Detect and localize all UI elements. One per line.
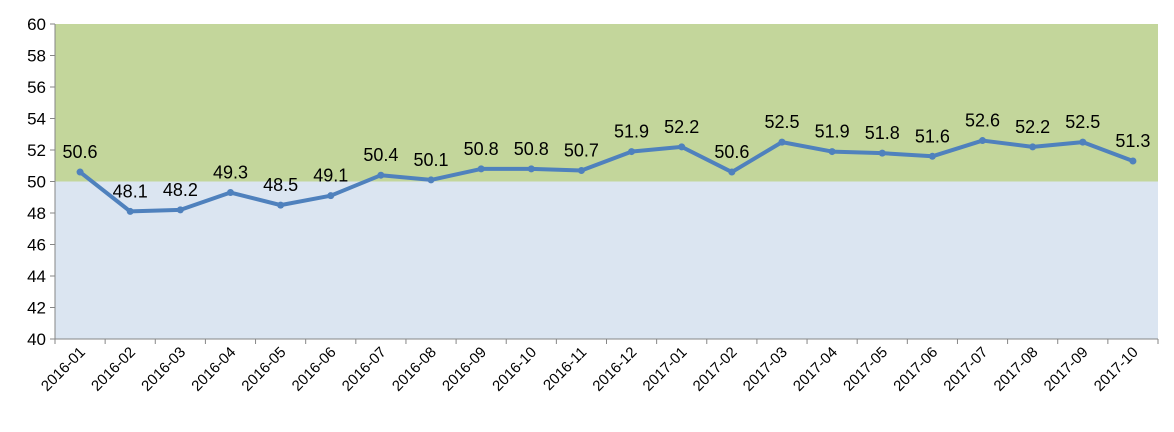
x-tick-label: 2017-01	[640, 344, 691, 395]
x-tick-label: 2016-07	[339, 344, 390, 395]
data-label: 48.5	[263, 175, 298, 195]
y-tick-label: 58	[27, 47, 46, 66]
data-point	[979, 137, 987, 145]
y-tick-label: 48	[27, 204, 46, 223]
x-tick-label: 2017-08	[991, 344, 1042, 395]
data-label: 51.8	[865, 123, 900, 143]
data-label: 51.9	[614, 122, 649, 142]
data-point	[1129, 157, 1137, 165]
data-point	[928, 152, 936, 160]
x-tick-label: 2016-09	[439, 344, 490, 395]
x-tick-label: 2016-12	[589, 344, 640, 395]
data-point	[878, 149, 886, 157]
x-tick-label: 2016-03	[138, 344, 189, 395]
x-tick-label: 2016-08	[389, 344, 440, 395]
x-tick-label: 2016-10	[489, 344, 540, 395]
data-point	[377, 171, 385, 179]
data-point	[728, 168, 736, 176]
data-point	[778, 138, 786, 146]
data-point	[1029, 143, 1037, 151]
data-label: 51.6	[915, 126, 950, 146]
data-label: 51.9	[815, 122, 850, 142]
x-tick-label: 2017-10	[1091, 344, 1142, 395]
data-label: 51.3	[1115, 131, 1150, 151]
y-tick-label: 52	[27, 141, 46, 160]
x-tick-label: 2017-05	[840, 344, 891, 395]
x-tick-label: 2016-04	[188, 344, 239, 395]
series-line	[78, 138, 1135, 214]
data-label: 52.5	[1065, 112, 1100, 132]
x-tick-label: 2017-04	[790, 344, 841, 395]
data-label: 52.5	[764, 112, 799, 132]
data-labels: 50.6 48.1 48.2 49.3 48.5 49.1 50.4 50.1 50.8 50.8…	[63, 111, 1151, 202]
data-point	[1079, 138, 1087, 146]
x-tick-label: 2017-07	[940, 344, 991, 395]
y-tick-label: 44	[27, 267, 46, 286]
x-tick-label: 2016-06	[289, 344, 340, 395]
x-axis-ticks: 2016-01 2016-02 2016-03 2016-04 2016-05 2016-…	[38, 339, 1159, 395]
data-point	[126, 207, 134, 215]
data-label: 48.1	[113, 181, 148, 201]
x-tick-label: 2016-05	[238, 344, 289, 395]
data-label: 50.4	[363, 145, 398, 165]
y-tick-label: 60	[27, 15, 46, 34]
data-point	[277, 201, 285, 209]
background-bands	[55, 24, 1158, 339]
data-point	[577, 166, 585, 174]
data-label: 48.2	[163, 180, 198, 200]
data-point	[327, 192, 335, 200]
data-label: 50.6	[63, 142, 98, 162]
data-point	[678, 143, 686, 151]
x-tick-label: 2017-09	[1041, 344, 1092, 395]
band-1	[55, 181, 1158, 339]
x-tick-label: 2016-11	[540, 344, 590, 394]
y-tick-label: 56	[27, 78, 46, 97]
data-label: 52.2	[1015, 117, 1050, 137]
data-label: 50.1	[413, 150, 448, 170]
data-point	[628, 148, 636, 156]
data-point	[527, 165, 535, 173]
data-label: 50.6	[714, 142, 749, 162]
y-tick-label: 50	[27, 173, 46, 192]
x-tick-label: 2017-06	[890, 344, 941, 395]
y-tick-label: 46	[27, 236, 46, 255]
y-axis-ticks: 40 42 44 46 48 50 52 54 56 58 60	[27, 15, 55, 349]
data-point	[477, 165, 485, 173]
data-label: 50.8	[514, 139, 549, 159]
data-point	[427, 176, 435, 184]
series-group	[76, 137, 1137, 215]
data-label: 52.6	[965, 111, 1000, 131]
data-label: 49.3	[213, 163, 248, 183]
band-0	[55, 24, 1158, 182]
data-label: 50.8	[464, 139, 499, 159]
data-label: 49.1	[313, 166, 348, 186]
y-tick-label: 42	[27, 299, 46, 318]
x-tick-label: 2017-03	[740, 344, 791, 395]
y-tick-label: 54	[27, 110, 46, 129]
data-point	[176, 206, 184, 214]
x-tick-label: 2016-02	[88, 344, 139, 395]
y-tick-label: 40	[27, 330, 46, 349]
data-label: 50.7	[564, 140, 599, 160]
data-point	[828, 148, 836, 156]
data-point	[76, 168, 84, 176]
x-tick-label: 2017-02	[690, 344, 741, 395]
x-tick-label: 2016-01	[38, 344, 89, 395]
data-label: 52.2	[664, 117, 699, 137]
data-point	[226, 189, 234, 197]
